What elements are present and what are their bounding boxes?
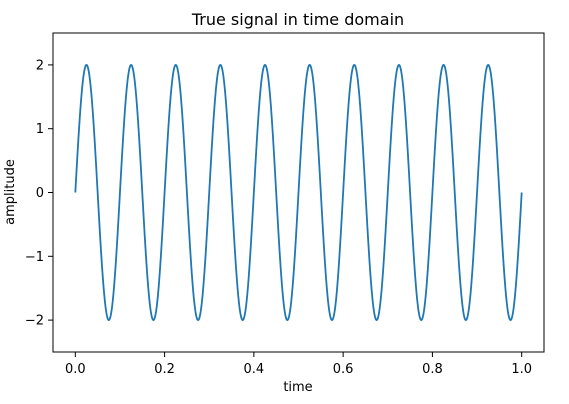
y-tick-label: −1 (25, 250, 44, 265)
y-axis-ticks: −2 −1 0 1 2 (25, 58, 53, 329)
x-tick-label: 1.0 (511, 362, 532, 377)
x-axis-label: time (283, 380, 312, 395)
y-tick-label: 0 (36, 186, 44, 201)
chart-title: True signal in time domain (191, 10, 404, 29)
plot-area (52, 32, 545, 353)
x-tick-label: 0.2 (154, 362, 175, 377)
y-axis-label: amplitude (3, 159, 18, 225)
y-tick-label: 2 (36, 58, 44, 73)
x-tick-label: 0.8 (422, 362, 443, 377)
x-tick-label: 0.4 (244, 362, 265, 377)
y-tick-label: 1 (36, 122, 44, 137)
x-tick-label: 0.0 (65, 362, 86, 377)
x-axis-ticks: 0.0 0.2 0.4 0.6 0.8 1.0 (65, 352, 532, 377)
x-tick-label: 0.6 (333, 362, 354, 377)
signal-line (74, 63, 523, 322)
y-tick-label: −2 (25, 314, 44, 329)
